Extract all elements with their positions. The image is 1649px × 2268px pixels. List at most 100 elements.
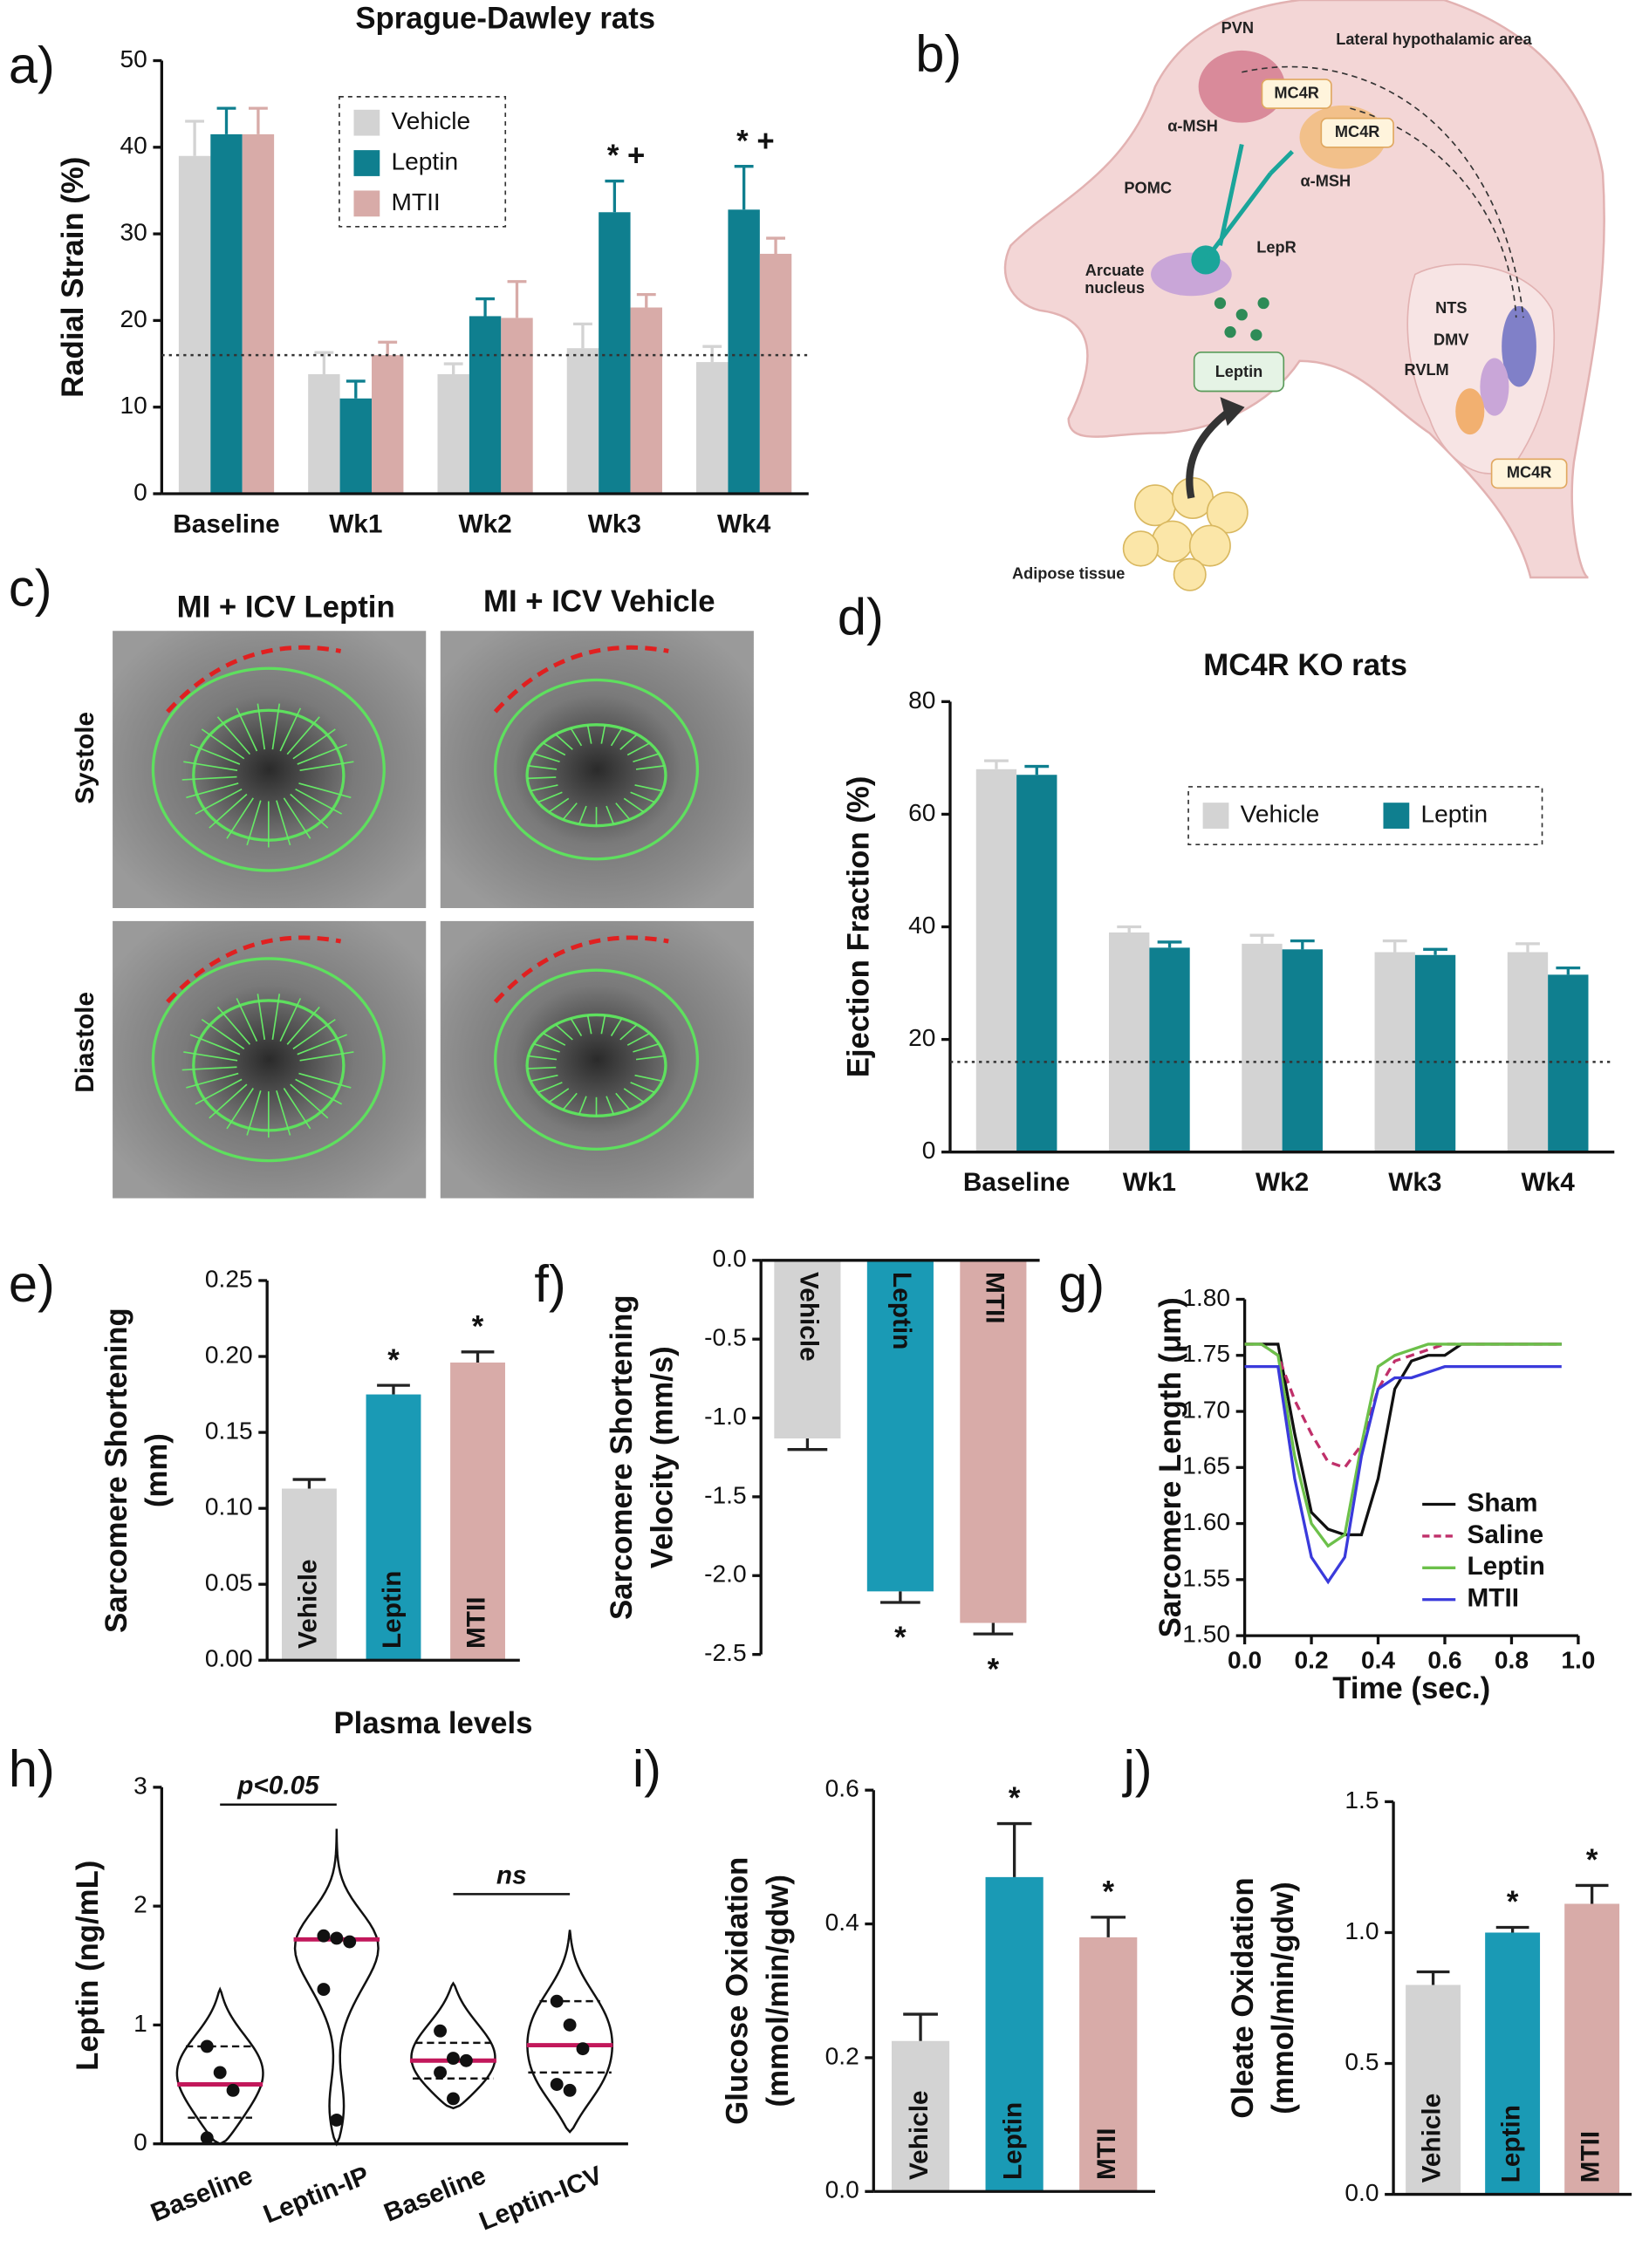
legend-label: Leptin: [1467, 1552, 1544, 1581]
echo-column-label: MI + ICV Vehicle: [483, 585, 715, 618]
strain-vector: [298, 782, 352, 799]
y-axis-label: (mm): [140, 1433, 174, 1507]
y-tick-label: 0: [922, 1137, 936, 1164]
epicardium-trace: [151, 957, 386, 1163]
category-label: Wk3: [588, 509, 641, 538]
data-point: [434, 2066, 448, 2080]
strain-vector: [189, 1034, 241, 1055]
data-point: [330, 2113, 344, 2127]
strain-vector: [635, 765, 665, 770]
strain-vector: [570, 728, 583, 747]
strain-vector: [181, 775, 237, 781]
significance-label: *: [1102, 1876, 1114, 1909]
strain-vector: [530, 784, 558, 792]
y-tick-label: 1.60: [1182, 1508, 1230, 1535]
y-tick-label: 0.05: [205, 1569, 253, 1596]
data-point: [213, 2066, 227, 2080]
strain-vector: [633, 1042, 660, 1053]
strain-vector: [209, 1083, 248, 1119]
legend-label: Sham: [1467, 1488, 1537, 1517]
data-point: [447, 2052, 460, 2066]
category-label: Vehicle: [293, 1559, 322, 1649]
category-label: MTII: [462, 1596, 490, 1649]
error-bar: [346, 379, 366, 399]
bar: [630, 307, 662, 495]
bar: [339, 398, 372, 495]
y-tick-label: 0.15: [205, 1418, 253, 1445]
error-bar: [787, 1438, 828, 1452]
diagram-label: nucleus: [1085, 279, 1145, 297]
significance-label: *: [387, 1344, 400, 1377]
panel-label: b): [915, 24, 961, 83]
strain-vector: [246, 1090, 262, 1136]
strain-vector: [189, 743, 241, 765]
error-bar: [766, 236, 785, 254]
strain-vector: [528, 765, 558, 770]
data-point: [330, 1931, 344, 1945]
y-tick-label: 1.0: [1345, 1917, 1379, 1944]
strain-vector: [527, 776, 557, 780]
diagram-label: DMV: [1433, 331, 1468, 348]
error-bar: [1382, 939, 1407, 953]
legend-swatch: [1383, 803, 1410, 829]
y-tick-label: 0.0: [713, 1245, 747, 1272]
strain-vector: [257, 994, 266, 1040]
diagram-label: α-MSH: [1300, 172, 1351, 189]
strain-vector: [276, 1090, 291, 1136]
strain-vector: [290, 1083, 329, 1119]
error-bar: [605, 179, 625, 213]
y-tick-label: 0.2: [825, 2042, 859, 2069]
strain-vector: [276, 800, 291, 846]
category-label: Wk2: [1256, 1168, 1309, 1197]
y-axis-label: Ejection Fraction (%): [843, 776, 876, 1078]
bar: [1507, 952, 1549, 1152]
y-tick-label: 0.20: [205, 1341, 253, 1368]
y-tick-label: 0.6: [825, 1775, 859, 1802]
bar: [1242, 943, 1283, 1152]
strain-vector: [555, 1023, 573, 1041]
data-point: [447, 2092, 460, 2106]
diagram-label: PVN: [1221, 19, 1254, 37]
strain-vector: [635, 1055, 665, 1061]
category-label: Wk4: [1522, 1168, 1576, 1197]
violin-body: [293, 1828, 380, 2147]
strain-vector: [537, 791, 563, 803]
data-point: [200, 2131, 214, 2145]
diagram-label: Lateral hypothalamic area: [1336, 31, 1532, 48]
legend-swatch: [353, 109, 380, 136]
strain-vector: [297, 743, 347, 765]
echo-row-label: Diastole: [71, 992, 99, 1093]
y-tick-label: 0.25: [205, 1265, 253, 1292]
category-label: Wk1: [329, 509, 382, 538]
infarct-arc: [493, 645, 669, 714]
y-tick-label: 0.10: [205, 1493, 253, 1520]
legend-box: [1187, 786, 1543, 846]
diagram-label: MC4R: [1507, 464, 1552, 482]
error-bar: [314, 351, 334, 374]
data-point: [550, 2078, 564, 2091]
legend-label: MTII: [1467, 1584, 1519, 1613]
strain-vector: [623, 797, 645, 813]
panel-label: c): [9, 558, 52, 617]
bar: [366, 1394, 421, 1661]
error-bar: [636, 292, 656, 308]
y-tick-label: 1: [133, 2010, 147, 2037]
strain-vector: [286, 1006, 320, 1045]
epicardium-trace: [494, 678, 700, 861]
panel-label: i): [633, 1739, 661, 1798]
error-bar: [476, 297, 495, 317]
panel-label: d): [838, 587, 884, 646]
data-point: [200, 2039, 214, 2053]
y-axis-label: Sarcomere Shortening: [100, 1308, 133, 1633]
bar: [1414, 954, 1456, 1152]
strain-vector: [555, 734, 573, 750]
x-tick-label: 0.8: [1495, 1646, 1529, 1673]
category-label: Leptin-IP: [259, 2161, 373, 2229]
data-point: [550, 1994, 564, 2008]
y-tick-label: 40: [908, 912, 935, 939]
bar: [960, 1260, 1027, 1623]
error-bar: [185, 120, 205, 156]
error-bar: [443, 362, 463, 374]
echo-images: [113, 631, 754, 1199]
